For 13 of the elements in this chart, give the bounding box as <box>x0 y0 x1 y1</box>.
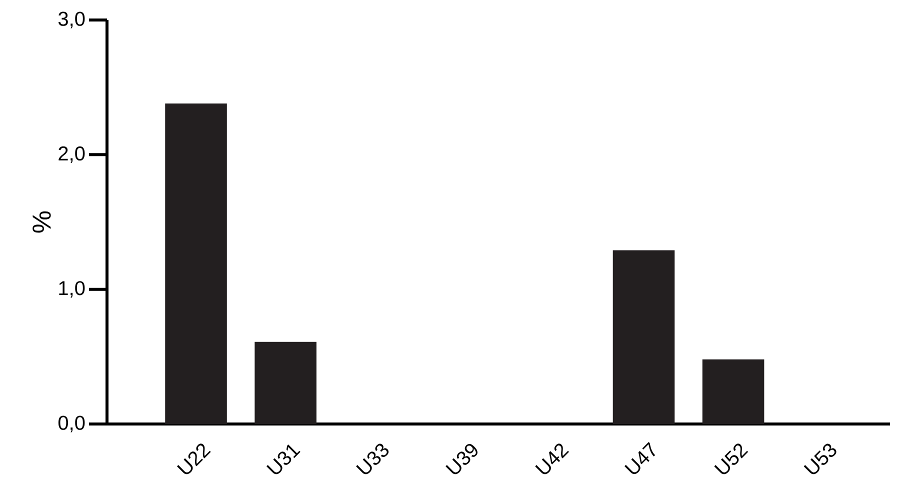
y-tick-label: 0,0 <box>58 416 85 432</box>
y-tick-label: 1,0 <box>59 281 85 298</box>
x-tick-label: U39 <box>446 444 478 474</box>
x-tick-label: U22 <box>176 444 211 474</box>
y-tick-label: 3,0 <box>58 12 85 28</box>
x-tick-label: U47 <box>624 442 656 474</box>
x-tick-label: U42 <box>535 444 570 474</box>
x-tick-label: U31 <box>266 444 300 474</box>
y-axis-title: % <box>32 211 51 233</box>
x-tick-label: U33 <box>356 444 389 474</box>
x-tick-label: U52 <box>714 444 748 474</box>
y-tick-label: 2,0 <box>58 146 85 163</box>
x-tick-label: U53 <box>804 444 836 474</box>
